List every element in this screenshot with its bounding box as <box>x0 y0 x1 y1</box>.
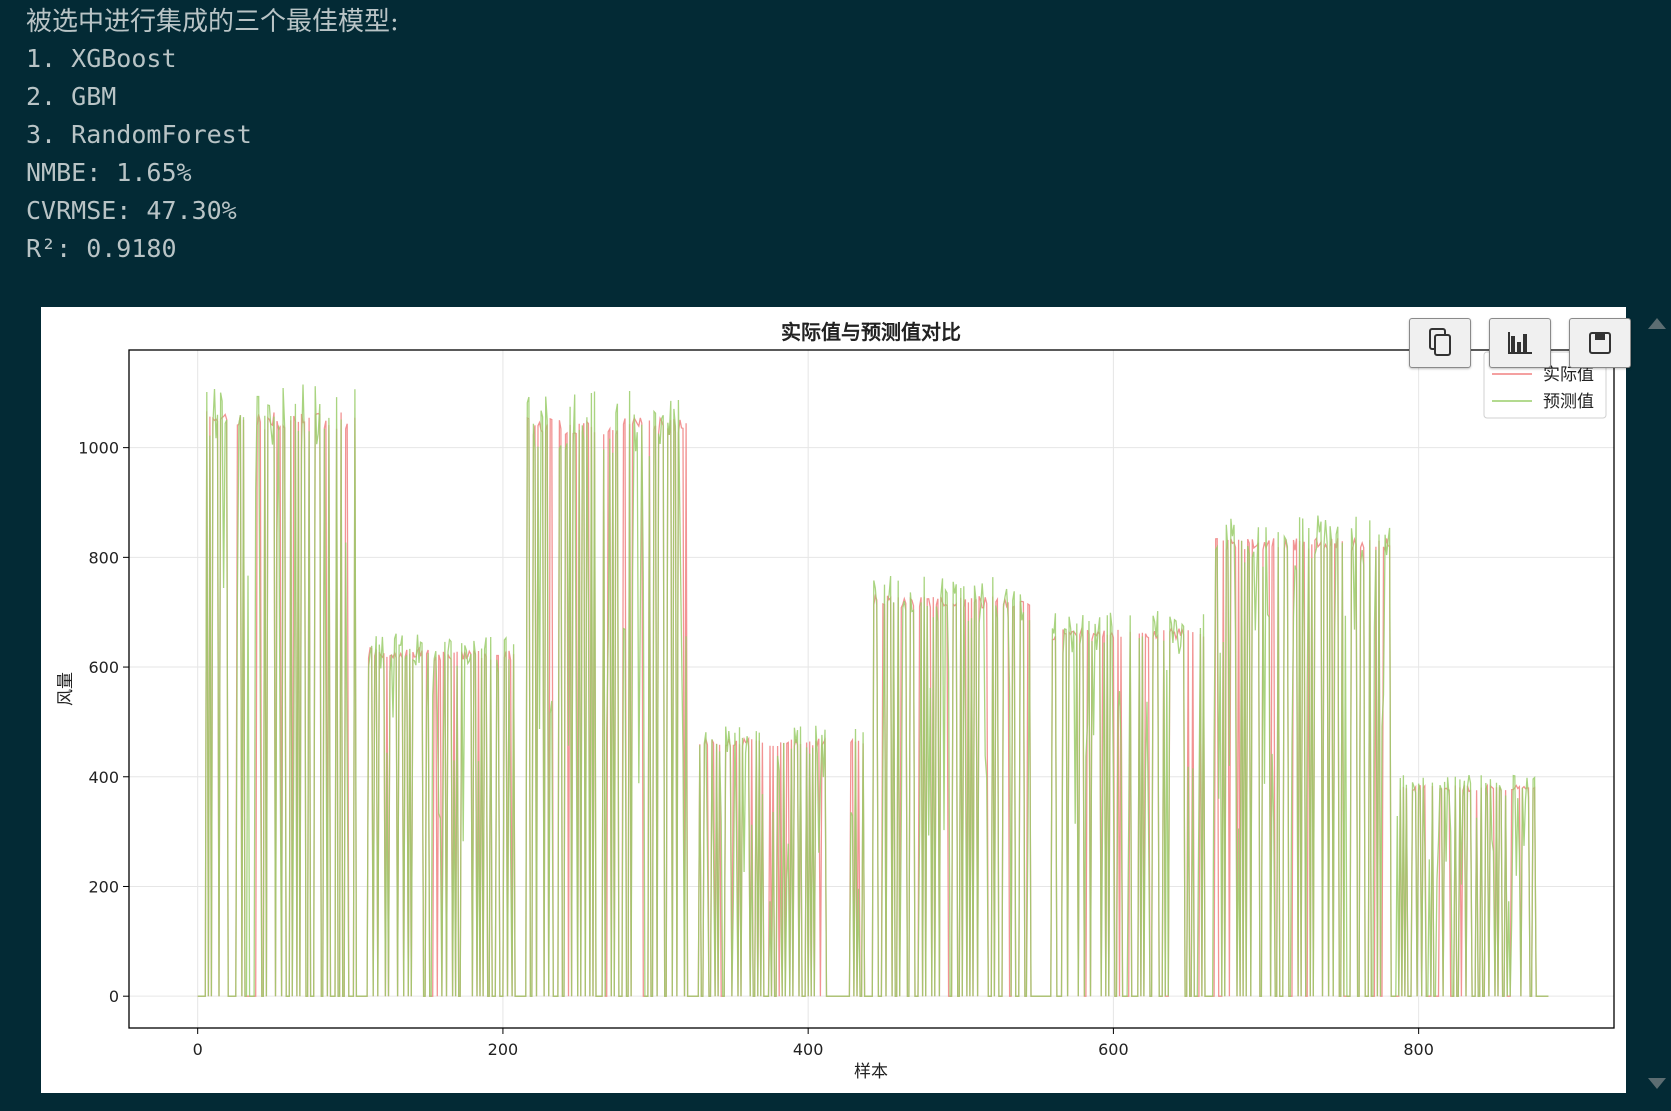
series-line-predicted <box>198 385 1549 997</box>
x-tick-label: 0 <box>193 1040 203 1059</box>
x-tick-label: 600 <box>1098 1040 1129 1059</box>
model-line-3: 3. RandomForest <box>26 116 399 154</box>
y-tick-label: 0 <box>109 987 119 1006</box>
y-axis-label: 风量 <box>56 672 76 706</box>
y-tick-label: 200 <box>88 877 119 896</box>
y-tick-label: 800 <box>88 548 119 567</box>
x-tick-label: 800 <box>1403 1040 1434 1059</box>
model-line-1: 1. XGBoost <box>26 40 399 78</box>
scroll-up-arrow[interactable] <box>1648 318 1666 329</box>
scroll-down-arrow[interactable] <box>1648 1078 1666 1089</box>
model-line-2: 2. GBM <box>26 78 399 116</box>
chart-view-button[interactable] <box>1489 318 1551 368</box>
ensemble-heading: 被选中进行集成的三个最佳模型: <box>26 4 399 40</box>
y-tick-label: 400 <box>88 768 119 787</box>
y-tick-label: 600 <box>88 658 119 677</box>
cvrmse-metric: CVRMSE: 47.30% <box>26 192 399 230</box>
bar-chart-icon <box>1506 330 1534 356</box>
x-tick-label: 200 <box>488 1040 519 1059</box>
save-figure-button[interactable] <box>1569 318 1631 368</box>
console-output: 被选中进行集成的三个最佳模型: 1. XGBoost 2. GBM 3. Ran… <box>26 4 399 268</box>
legend-label-predicted: 预测值 <box>1543 392 1594 412</box>
chart-title: 实际值与预测值对比 <box>781 320 961 344</box>
nmbe-metric: NMBE: 1.65% <box>26 154 399 192</box>
chart-figure: 0 200 400 600 800 0 200 400 600 800 1000 实际值与预测值对比… <box>41 307 1626 1093</box>
save-icon <box>1588 331 1612 355</box>
x-tick-label: 400 <box>793 1040 824 1059</box>
copy-icon <box>1427 328 1453 358</box>
r2-metric: R²: 0.9180 <box>26 230 399 268</box>
legend-label-actual: 实际值 <box>1543 365 1594 385</box>
x-axis-label: 样本 <box>854 1062 888 1082</box>
copy-figure-button[interactable] <box>1409 318 1471 368</box>
chart-svg: 0 200 400 600 800 0 200 400 600 800 1000 实际值与预测值对比… <box>41 307 1626 1093</box>
y-tick-label: 1000 <box>78 439 119 458</box>
